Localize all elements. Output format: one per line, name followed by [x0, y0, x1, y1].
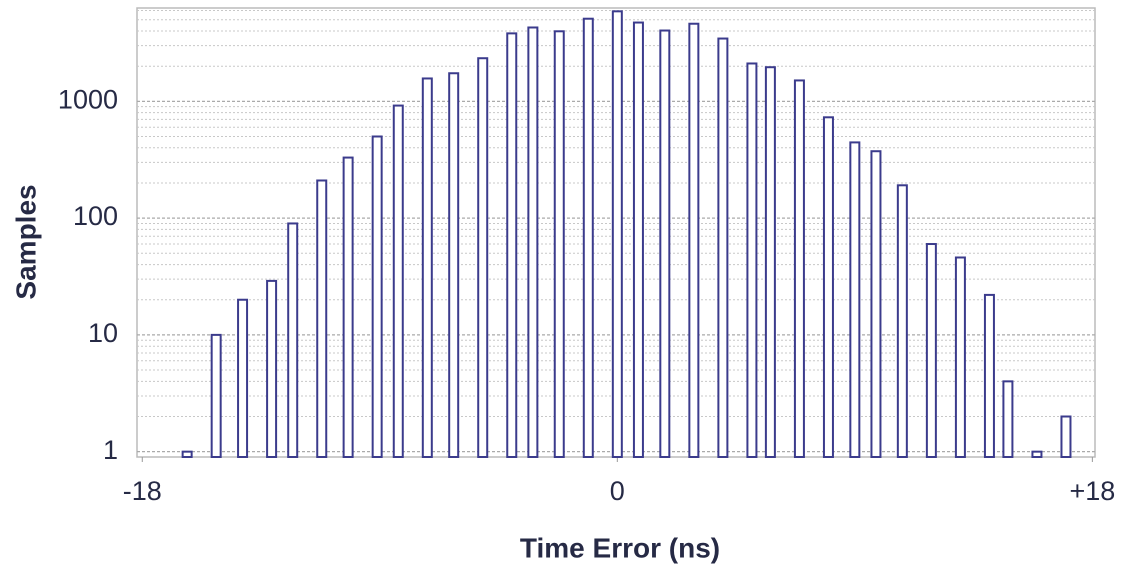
bar — [392, 104, 404, 458]
bar — [793, 79, 805, 458]
bar — [954, 256, 966, 459]
bar — [316, 179, 328, 458]
bar — [764, 66, 776, 459]
bar — [237, 298, 249, 458]
bar — [849, 141, 861, 458]
bar — [342, 156, 354, 458]
bar — [371, 135, 383, 458]
x-tick-label: +18 — [1069, 476, 1115, 506]
bar — [1060, 415, 1072, 458]
y-tick-label: 1000 — [58, 84, 118, 114]
bar — [266, 279, 278, 458]
y-tick-label: 1 — [103, 435, 118, 465]
x-axis-title: Time Error (ns) — [520, 532, 720, 563]
bar — [925, 243, 937, 458]
bar — [822, 116, 834, 458]
bar — [688, 22, 700, 458]
bar — [1031, 450, 1043, 458]
bar — [717, 37, 729, 459]
y-tick-label: 100 — [73, 201, 118, 231]
bar — [553, 30, 565, 459]
bar — [210, 333, 222, 458]
bar — [746, 62, 758, 458]
bar — [582, 17, 594, 458]
x-tick-label: 0 — [610, 476, 625, 506]
x-tick-label: -18 — [123, 476, 162, 506]
bar — [448, 72, 460, 458]
bar — [287, 222, 299, 458]
y-tick-label: 10 — [88, 318, 118, 348]
bar — [527, 26, 539, 458]
bar — [506, 32, 518, 458]
bar — [1002, 380, 1014, 459]
bar — [896, 184, 908, 459]
bar — [611, 10, 623, 459]
y-axis-title: Samples — [10, 184, 41, 299]
bar — [181, 450, 193, 458]
bar — [659, 29, 671, 459]
bar — [870, 150, 882, 459]
bar — [983, 293, 995, 458]
bar — [477, 57, 489, 459]
bar — [632, 21, 644, 459]
bar — [421, 77, 433, 459]
